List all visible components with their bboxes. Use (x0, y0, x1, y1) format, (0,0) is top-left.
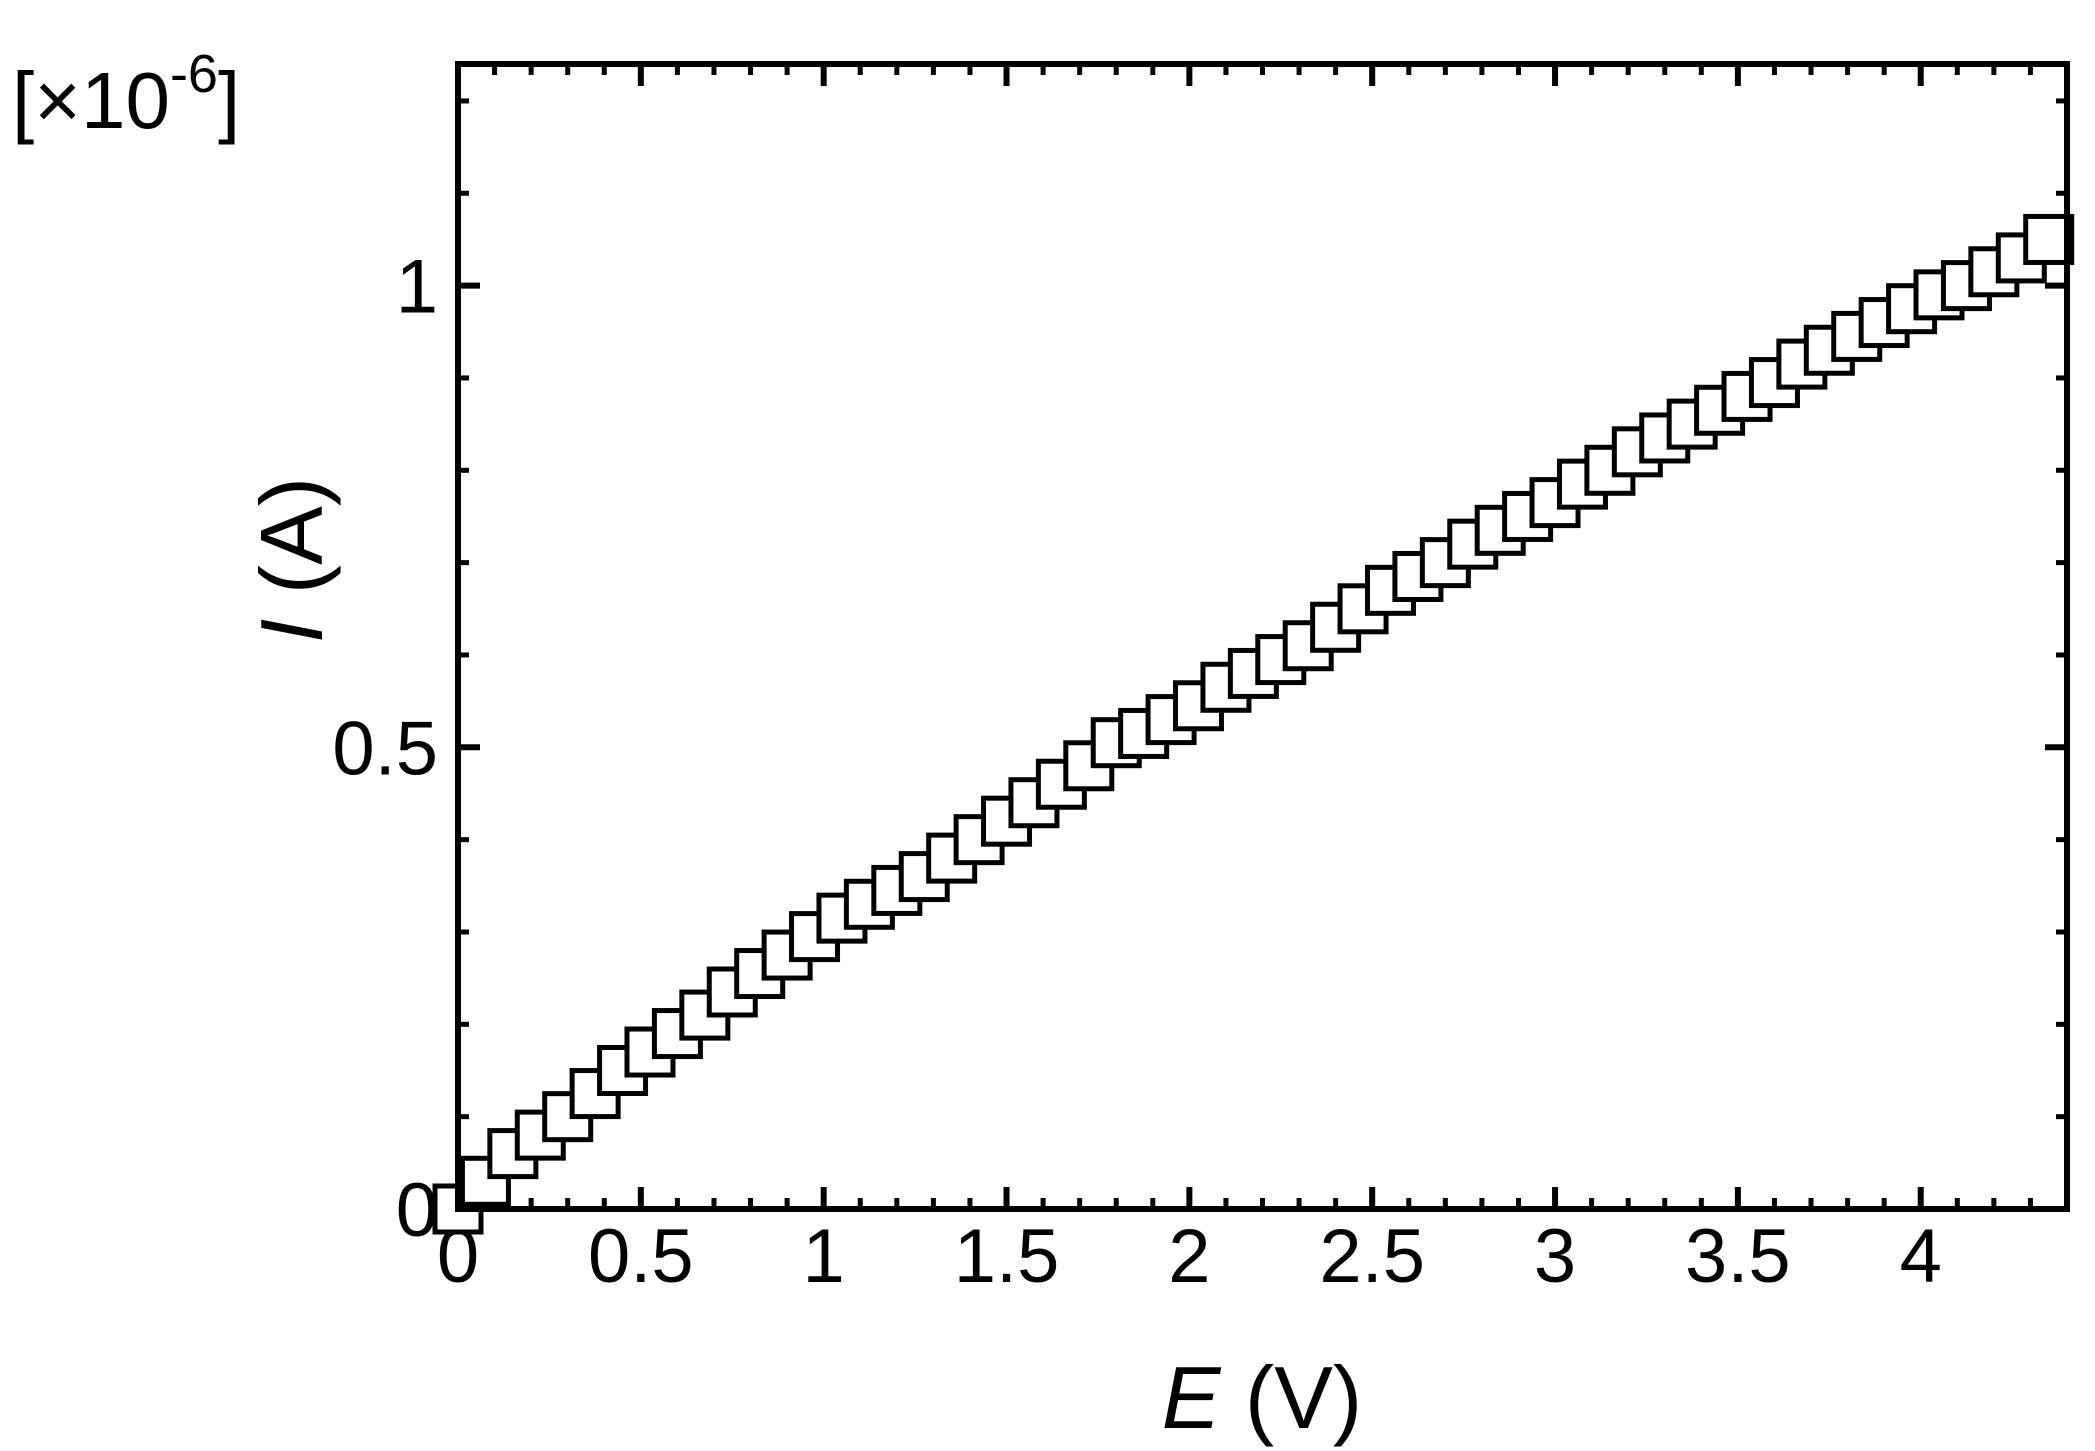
x-axis-label: E (V) (1162, 1348, 1362, 1447)
y-tick-label: 0 (396, 1168, 438, 1253)
x-tick-label: 1 (803, 1214, 845, 1299)
x-tick-label: 0.5 (588, 1214, 694, 1299)
y-multiplier-label: [×10-6] (12, 44, 240, 145)
tick-labels: 0 0.5 1 1.5 2 2.5 3 3.5 400.51 (332, 245, 1942, 1299)
y-axis-label: I (A) (242, 477, 341, 643)
x-tick-label: 2 (1168, 1214, 1210, 1299)
x-tick-label: 1.5 (954, 1214, 1060, 1299)
x-tick-label: 3.5 (1685, 1214, 1791, 1299)
x-tick-label: 2.5 (1319, 1214, 1425, 1299)
plot-frame (455, 61, 2070, 1212)
y-tick-label: 0.5 (332, 706, 438, 791)
y-tick-label: 1 (396, 245, 438, 330)
x-tick-label: 4 (1900, 1214, 1942, 1299)
data-markers (432, 213, 2075, 1235)
x-tick-label: 3 (1534, 1214, 1576, 1299)
